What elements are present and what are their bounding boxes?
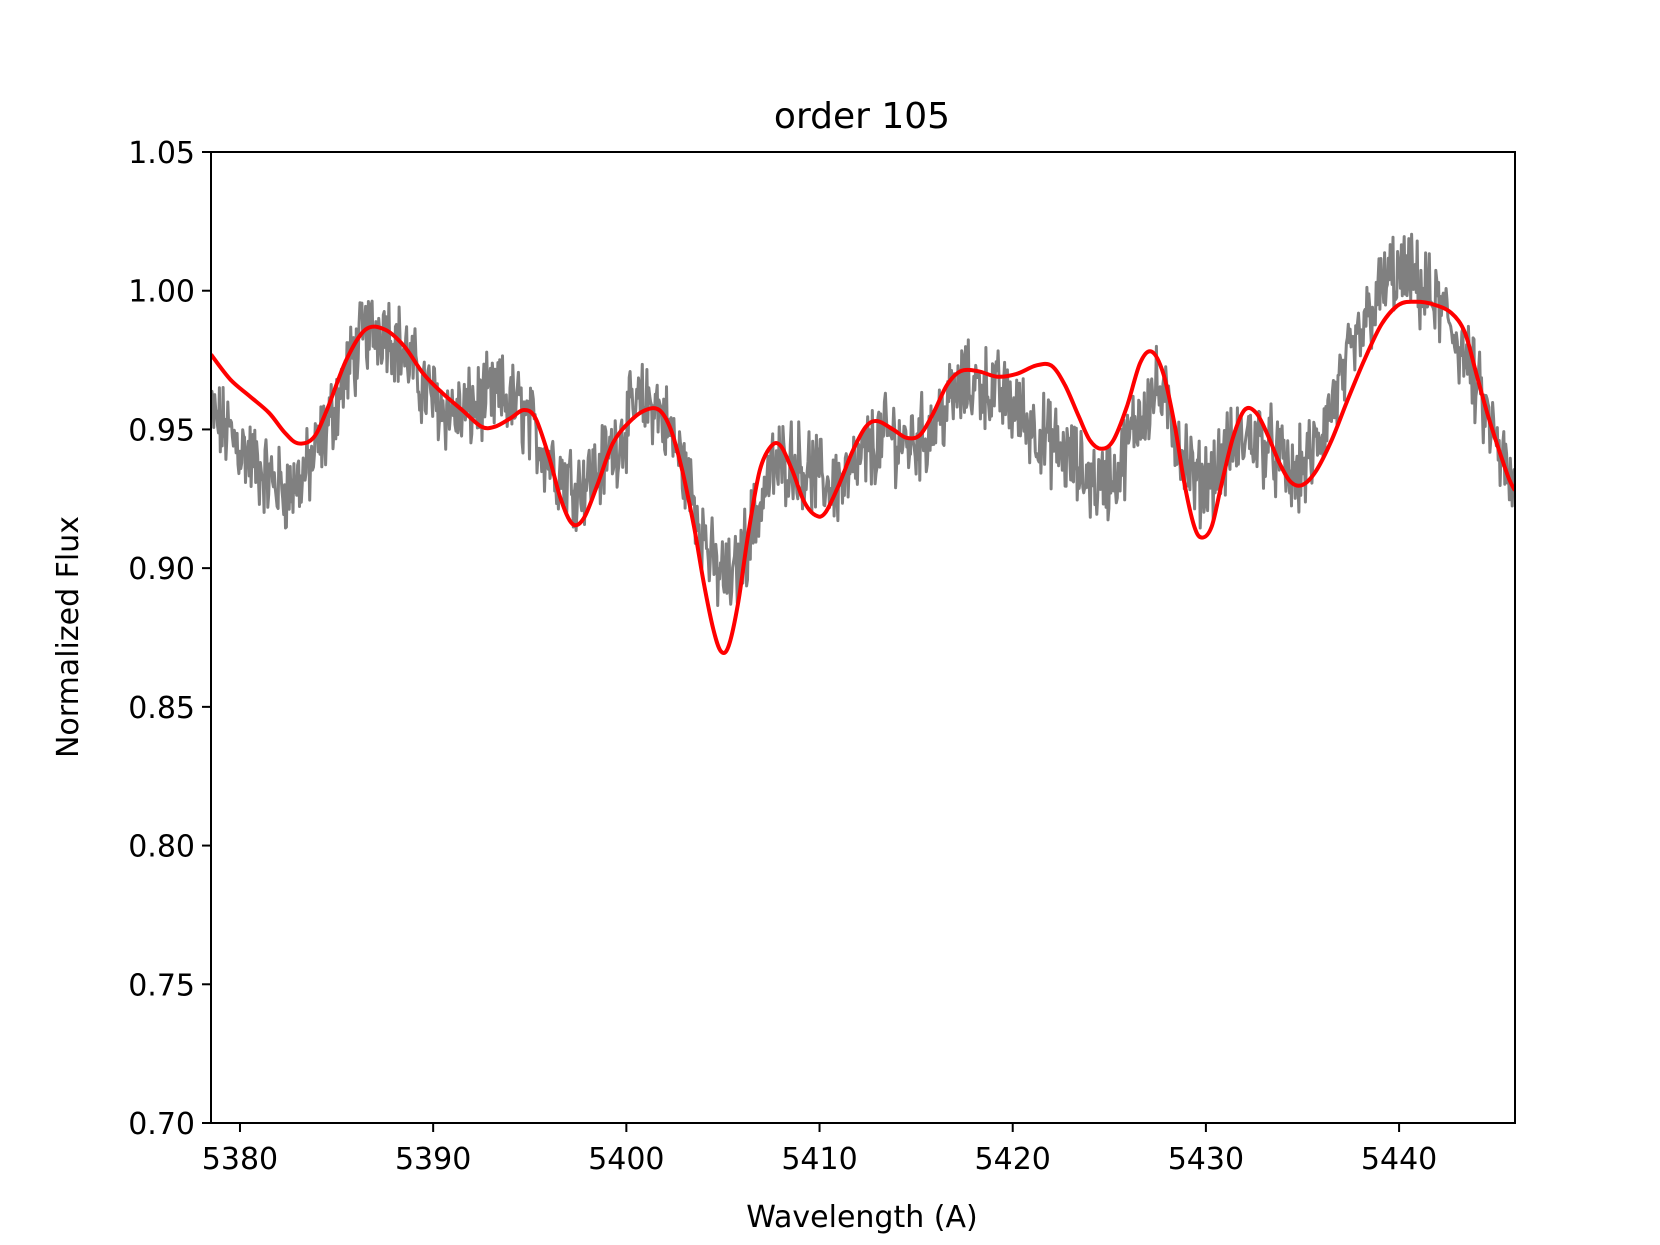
y-tick-label: 0.95 [128, 413, 195, 448]
x-axis: 5380 5390 5400 5410 5420 5430 5440 [202, 1123, 1437, 1177]
x-tick-label: 5440 [1361, 1142, 1437, 1177]
x-tick-label: 5390 [395, 1142, 471, 1177]
x-tick-label: 5420 [975, 1142, 1051, 1177]
chart-title: order 105 [774, 96, 950, 137]
x-tick-label: 5430 [1168, 1142, 1244, 1177]
y-axis: 0.70 0.75 0.80 0.85 0.90 0.95 1.00 1.05 [128, 136, 211, 1142]
y-tick-label: 1.00 [128, 275, 195, 310]
x-tick-label: 5400 [588, 1142, 664, 1177]
y-axis-label: Normalized Flux [51, 516, 86, 758]
observed-spectrum-line [211, 232, 1515, 607]
y-tick-label: 0.80 [128, 830, 195, 865]
x-tick-label: 5410 [781, 1142, 857, 1177]
y-tick-label: 0.90 [128, 552, 195, 587]
plot-frame [210, 151, 1516, 1124]
x-tick-label: 5380 [202, 1142, 278, 1177]
x-axis-label: Wavelength (A) [746, 1200, 977, 1235]
y-tick-label: 0.75 [128, 968, 195, 1003]
y-tick-label: 0.70 [128, 1107, 195, 1142]
y-tick-label: 1.05 [128, 136, 195, 171]
model-fit-line [211, 299, 1515, 655]
y-tick-label: 0.85 [128, 691, 195, 726]
plot-area [210, 151, 1516, 1124]
series-layer [211, 232, 1515, 655]
